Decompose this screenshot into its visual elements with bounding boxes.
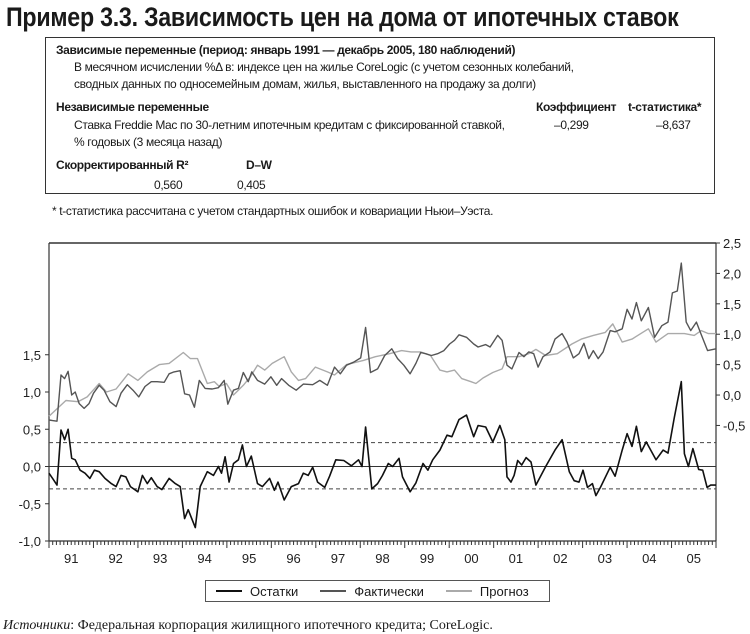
right-axis-tick-label: 0,5 — [723, 358, 741, 373]
legend-swatch — [216, 590, 242, 592]
series-line-forecast — [48, 323, 716, 417]
left-axis-tick-label: 1,5 — [23, 348, 41, 363]
x-axis-tick-label: 95 — [242, 551, 256, 566]
x-axis-tick-label: 01 — [509, 551, 523, 566]
x-axis-tick-label: 02 — [553, 551, 567, 566]
left-axis-tick-label: 1,0 — [23, 385, 41, 400]
dw-value: 0,405 — [237, 178, 266, 192]
legend-swatch — [320, 590, 347, 592]
left-axis-tick-label: -0,5 — [19, 497, 41, 512]
page-title: Пример 3.3. Зависимость цен на дома от и… — [6, 2, 679, 32]
legend-item-forecast: Прогноз — [445, 583, 529, 599]
right-axis-tick-label: 2,5 — [723, 236, 741, 251]
series-line-actual — [48, 262, 717, 422]
legend-label: Остатки — [250, 583, 299, 599]
x-axis-tick-label: 97 — [331, 551, 345, 566]
dependent-line-1: В месячном исчислении %Δ в: индексе цен … — [74, 60, 574, 74]
tstat-header: t-статистика* — [628, 100, 702, 114]
dependent-line-2: сводных данных по односемейным домам, жи… — [74, 77, 536, 91]
right-axis-tick-label: 0,0 — [723, 388, 741, 403]
legend-swatch — [445, 590, 472, 592]
x-axis-tick-label: 96 — [286, 551, 300, 566]
variable-line-1: Ставка Freddie Mac по 30-летним ипотечны… — [74, 118, 505, 132]
regression-table: Зависимые переменные (период: январь 199… — [45, 37, 715, 194]
x-axis-tick-label: 99 — [420, 551, 434, 566]
left-axis-tick-label: 0,0 — [23, 460, 41, 475]
chart-frame — [48, 242, 717, 542]
x-axis-tick-label: 00 — [464, 551, 478, 566]
left-axis-tick-label: -1,0 — [19, 534, 41, 549]
source-line: Источники: Федеральная корпорация жилищн… — [3, 618, 493, 634]
left-axis-tick-label: 0,5 — [23, 422, 41, 437]
right-axis-tick-label: -0,5 — [723, 418, 745, 433]
tstat-value: –8,637 — [656, 118, 691, 132]
source-label: Источники — [3, 618, 71, 633]
legend-item-actual: Фактически — [320, 584, 424, 599]
x-axis-tick-label: 91 — [64, 551, 78, 566]
footnote: * t-статистика рассчитана с учетом станд… — [52, 204, 494, 218]
x-axis-tick-label: 04 — [642, 551, 656, 566]
x-axis-tick-label: 03 — [598, 551, 612, 566]
x-axis-tick-label: 05 — [687, 551, 701, 566]
right-axis-tick-label: 1,0 — [723, 327, 741, 342]
x-axis-tick-label: 94 — [197, 551, 211, 566]
right-axis-tick-label: 2,0 — [723, 266, 741, 281]
source-text: : Федеральная корпорация жилищного ипоте… — [70, 618, 493, 633]
x-axis-tick-label: 92 — [108, 551, 122, 566]
independent-header: Независимые переменные — [56, 100, 209, 114]
x-axis-tick-label: 93 — [153, 551, 167, 566]
dependent-header: Зависимые переменные (период: январь 199… — [56, 43, 516, 57]
x-axis-tick-label: 98 — [375, 551, 389, 566]
legend-label: Фактически — [354, 583, 424, 599]
legend-item-residuals: Остатки — [216, 584, 298, 599]
coef-header: Коэффициент — [536, 100, 617, 114]
right-axis-tick-label: 1,5 — [723, 297, 741, 312]
dw-header: D–W — [246, 158, 272, 172]
r2-header: Скорректированный R² — [56, 158, 189, 172]
series-line-residuals — [48, 380, 716, 529]
variable-line-2: % годовых (3 месяца назад) — [74, 135, 223, 149]
coef-value: –0,299 — [554, 118, 589, 132]
legend-label: Прогноз — [479, 583, 529, 599]
legend: Остатки Фактически Прогноз — [205, 580, 550, 602]
r2-value: 0,560 — [154, 178, 183, 192]
chart: 1,5 1,0 0,5 0,0 -0,5 -1,0 2,5 2,0 1,5 1,0 0,5 0,0 -0… — [19, 236, 746, 566]
